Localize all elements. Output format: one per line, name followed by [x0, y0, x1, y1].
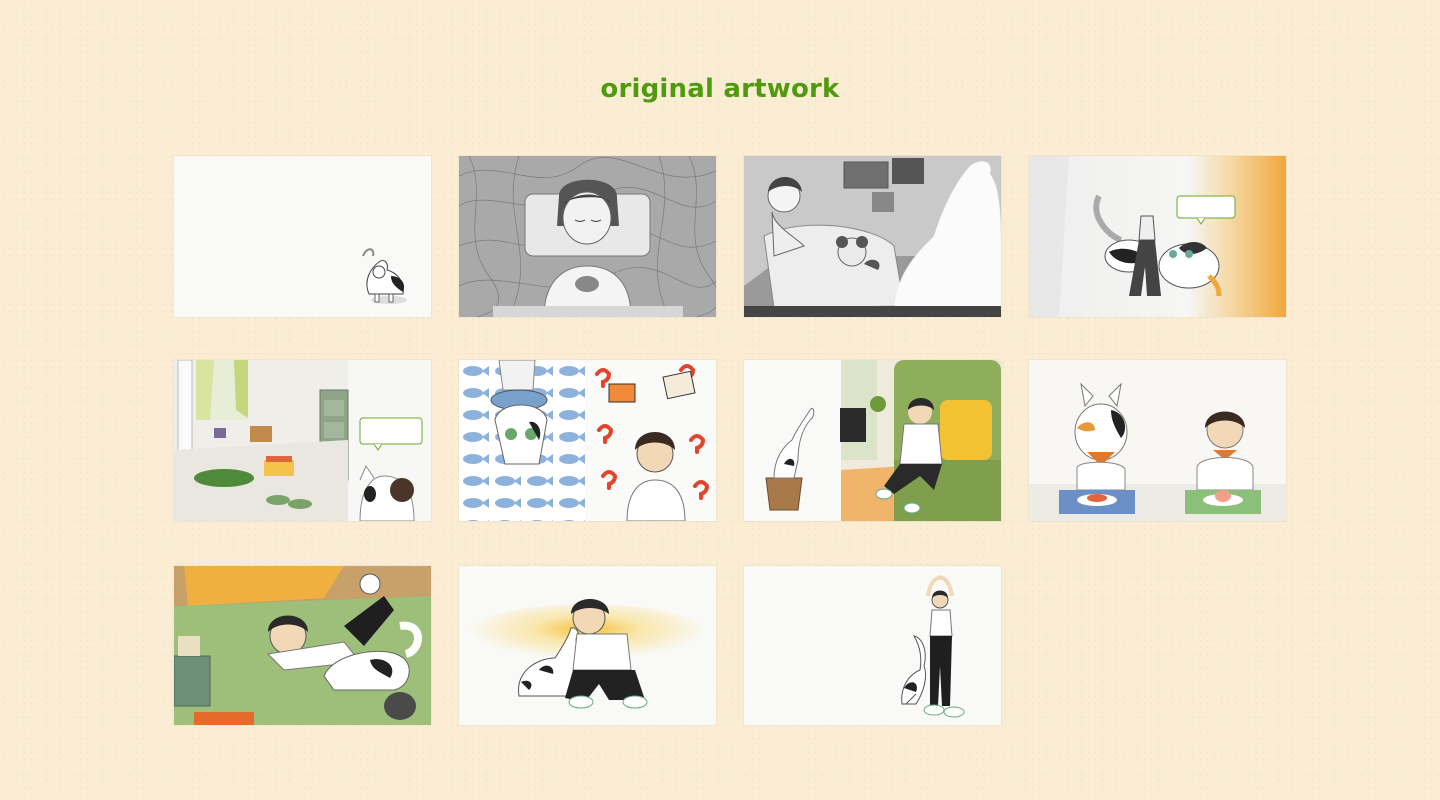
artwork-thumbnail-3[interactable] [744, 156, 1001, 317]
fish-pattern-illustration [459, 360, 716, 521]
boy-lying-with-cat-illustration [174, 566, 431, 725]
artwork-thumbnail-2[interactable] [459, 156, 716, 317]
artwork-thumbnail-4[interactable] [1029, 156, 1286, 317]
boy-stretching-with-cat-illustration [744, 566, 1001, 725]
page-title: original artwork [600, 74, 840, 104]
artwork-thumbnail-6[interactable] [459, 360, 716, 521]
artwork-thumbnail-10[interactable] [459, 566, 716, 725]
artwork-thumbnail-5[interactable] [174, 360, 431, 521]
cat-and-boy-speech-illustration [1029, 156, 1286, 317]
cat-and-boy-eating-illustration [1029, 360, 1286, 521]
boy-kissing-cat-illustration [459, 566, 716, 725]
artwork-thumbnail-9[interactable] [174, 566, 431, 725]
artwork-thumbnail-11[interactable] [744, 566, 1001, 725]
artwork-thumbnail-1[interactable] [174, 156, 431, 317]
artwork-thumbnail-8[interactable] [1029, 360, 1286, 521]
sleeping-child-illustration [459, 156, 716, 317]
child-in-bed-illustration [744, 156, 1001, 317]
messy-room-illustration [174, 360, 431, 521]
boy-on-sofa-illustration [744, 360, 1001, 521]
artwork-thumbnail-7[interactable] [744, 360, 1001, 521]
white-cat-illustration [174, 156, 431, 317]
